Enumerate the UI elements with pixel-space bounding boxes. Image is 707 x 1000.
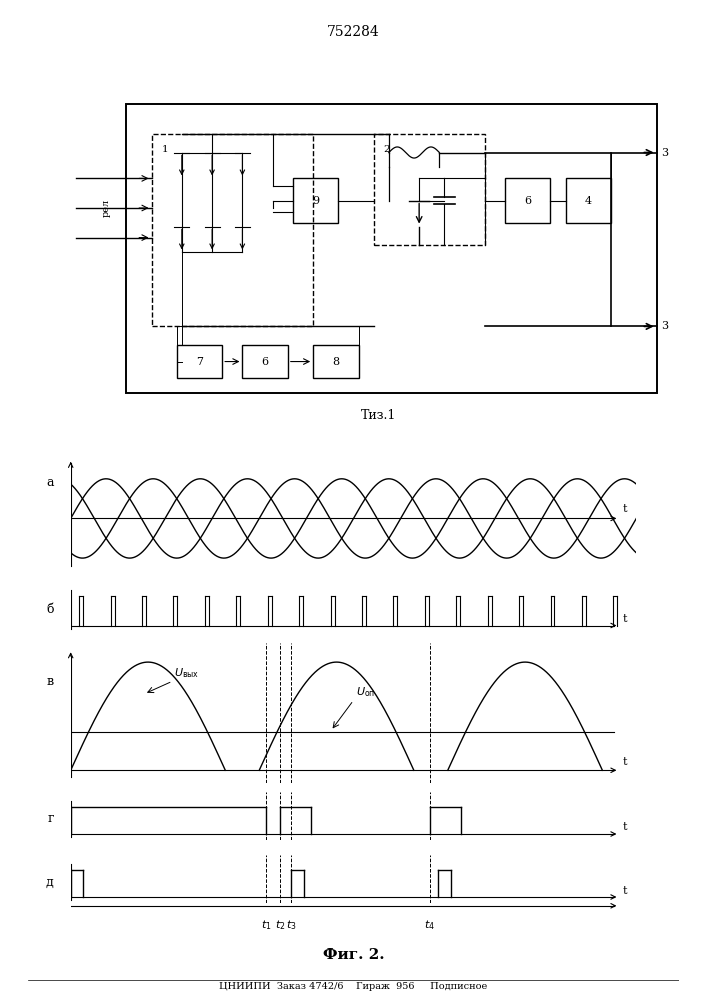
Text: 9: 9 — [312, 196, 319, 206]
Text: $t_4$: $t_4$ — [424, 918, 436, 932]
Text: t: t — [622, 504, 626, 514]
Text: $\mathit{U_{\text{вых}}}$: $\mathit{U_{\text{вых}}}$ — [174, 666, 199, 680]
Bar — [566, 178, 611, 223]
Text: 6: 6 — [524, 196, 531, 206]
Text: б: б — [46, 603, 54, 616]
Text: $t_1$: $t_1$ — [261, 918, 271, 932]
Text: $t_2$: $t_2$ — [275, 918, 285, 932]
Bar — [151, 134, 313, 326]
Text: 4: 4 — [585, 196, 592, 206]
Text: 1: 1 — [162, 145, 168, 154]
Bar — [127, 104, 657, 393]
Text: 2: 2 — [384, 145, 390, 154]
Text: ЦНИИПИ  Заказ 4742/6    Гираж  956     Подписное: ЦНИИПИ Заказ 4742/6 Гираж 956 Подписное — [219, 982, 488, 991]
Text: 3: 3 — [662, 321, 669, 331]
Text: 8: 8 — [332, 357, 339, 367]
Text: Фиг. 2.: Фиг. 2. — [322, 948, 385, 962]
Text: 752284: 752284 — [327, 25, 380, 39]
Text: а: а — [46, 476, 54, 489]
Text: рел: рел — [102, 199, 110, 217]
Text: Τиз.1: Τиз.1 — [361, 409, 397, 422]
Text: 6: 6 — [262, 357, 269, 367]
Bar — [243, 345, 288, 378]
Text: $\mathit{U_{\text{оп}}}$: $\mathit{U_{\text{оп}}}$ — [356, 685, 375, 699]
Bar — [505, 178, 551, 223]
Text: t: t — [622, 614, 626, 624]
Text: 3: 3 — [662, 147, 669, 157]
Text: t: t — [622, 886, 626, 896]
Bar — [293, 178, 339, 223]
Bar — [177, 345, 222, 378]
Text: д: д — [46, 876, 54, 888]
Text: г: г — [47, 812, 54, 826]
Text: t: t — [622, 822, 626, 832]
Text: $t_3$: $t_3$ — [286, 918, 297, 932]
Text: в: в — [47, 675, 54, 688]
Text: 7: 7 — [196, 357, 203, 367]
Bar — [313, 345, 358, 378]
Text: t: t — [622, 757, 626, 767]
Bar — [374, 134, 485, 245]
